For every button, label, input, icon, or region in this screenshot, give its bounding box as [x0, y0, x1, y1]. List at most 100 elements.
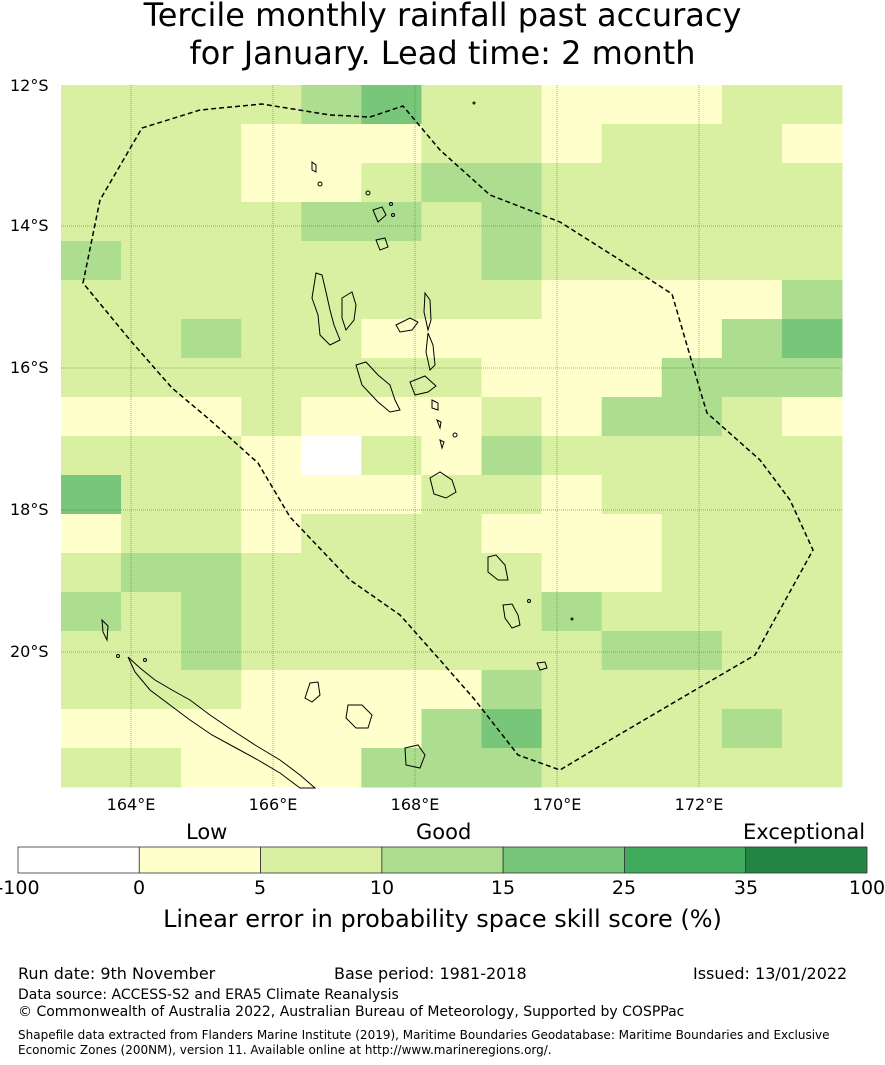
skill-cell — [301, 514, 362, 554]
eez-boundary — [82, 103, 814, 771]
skill-cell — [781, 397, 843, 437]
skill-cell — [481, 319, 543, 359]
skill-cell — [661, 709, 723, 749]
skill-cell — [61, 670, 122, 710]
skill-cell — [361, 280, 422, 320]
colorbar — [17, 846, 868, 874]
skill-cell — [541, 358, 603, 398]
island-small-3 — [389, 202, 393, 206]
skill-cell — [721, 319, 783, 359]
skill-cell — [121, 280, 182, 320]
colorbar-label-exceptional: Exceptional — [743, 820, 866, 844]
skill-cell — [241, 553, 302, 593]
skill-cell — [301, 475, 362, 515]
skill-cell — [301, 631, 362, 671]
skill-cell — [61, 592, 122, 632]
skill-cell — [661, 475, 723, 515]
skill-cell — [121, 202, 182, 242]
skill-cell — [541, 124, 603, 164]
skill-cell — [721, 631, 783, 671]
skill-cell — [301, 553, 362, 593]
lat-label-20s: 20°S — [10, 642, 49, 661]
skill-cell — [61, 397, 122, 437]
skill-cell — [721, 241, 783, 281]
skill-cell — [721, 397, 783, 437]
colorbar-tick: 25 — [611, 877, 637, 899]
island-mare — [404, 744, 426, 769]
skill-cell — [181, 631, 242, 671]
skill-cell — [241, 397, 302, 437]
skill-cell — [181, 475, 242, 515]
base-period: Base period: 1981-2018 — [334, 964, 527, 983]
skill-cell — [541, 514, 603, 554]
skill-cell — [181, 709, 242, 749]
skill-cell — [541, 397, 603, 437]
colorbar-segment — [745, 846, 868, 874]
skill-cell — [301, 709, 362, 749]
skill-cell — [661, 280, 723, 320]
skill-cell — [61, 709, 122, 749]
skill-cell — [481, 748, 543, 788]
skill-cell — [661, 514, 723, 554]
colorbar-segment — [624, 846, 747, 874]
skill-cell — [721, 514, 783, 554]
skill-cell — [241, 358, 302, 398]
skill-cell — [241, 241, 302, 281]
skill-cell — [61, 748, 122, 788]
skill-cell — [361, 748, 422, 788]
skill-cell — [541, 241, 603, 281]
skill-cell — [781, 631, 843, 671]
skill-cell — [241, 475, 302, 515]
skill-cell — [361, 397, 422, 437]
data-source: Data source: ACCESS-S2 and ERA5 Climate … — [18, 987, 399, 1003]
skill-cell — [481, 85, 543, 125]
colorbar-tick: 5 — [253, 877, 267, 899]
island-banks-1 — [372, 206, 387, 223]
skill-cell — [301, 241, 362, 281]
skill-cell — [781, 475, 843, 515]
skill-cell — [721, 592, 783, 632]
vanuatu-islands — [311, 161, 574, 671]
lon-label-168e: 168°E — [390, 795, 440, 814]
island-ambae — [395, 317, 419, 333]
skill-cell — [421, 553, 483, 593]
island-pentecost — [425, 332, 436, 371]
colorbar-segment — [381, 846, 504, 874]
skill-cell — [781, 124, 843, 164]
skill-cell — [601, 475, 663, 515]
skill-cell — [301, 748, 362, 788]
skill-cell — [661, 592, 723, 632]
title-line-1: Tercile monthly rainfall past accuracy — [143, 0, 742, 34]
skill-cell — [61, 475, 122, 515]
skill-cell — [421, 241, 483, 281]
copyright: © Commonwealth of Australia 2022, Austra… — [18, 1004, 685, 1020]
skill-cell — [361, 436, 422, 476]
skill-cell — [421, 358, 483, 398]
skill-cell — [661, 553, 723, 593]
skill-cell — [361, 553, 422, 593]
colorbar-segment — [17, 846, 140, 874]
skill-cell — [181, 241, 242, 281]
skill-cell — [61, 319, 122, 359]
skill-cell — [541, 202, 603, 242]
skill-cell — [421, 319, 483, 359]
skill-cell — [541, 709, 603, 749]
island-tanna — [502, 603, 521, 629]
skill-cell — [121, 475, 182, 515]
island-epi — [431, 399, 439, 411]
island-aneityum — [536, 661, 548, 671]
skill-cell — [301, 436, 362, 476]
skill-cell — [61, 280, 122, 320]
skill-cell — [421, 748, 483, 788]
skill-cell — [661, 124, 723, 164]
skill-cell — [781, 319, 843, 359]
skill-cell — [241, 709, 302, 749]
lon-label-164e: 164°E — [106, 795, 156, 814]
island-small-2 — [391, 213, 395, 217]
skill-cell — [721, 85, 783, 125]
island-ambrym — [409, 375, 437, 396]
island-malekula — [355, 361, 401, 413]
skill-cell — [361, 241, 422, 281]
skill-cell — [301, 124, 362, 164]
